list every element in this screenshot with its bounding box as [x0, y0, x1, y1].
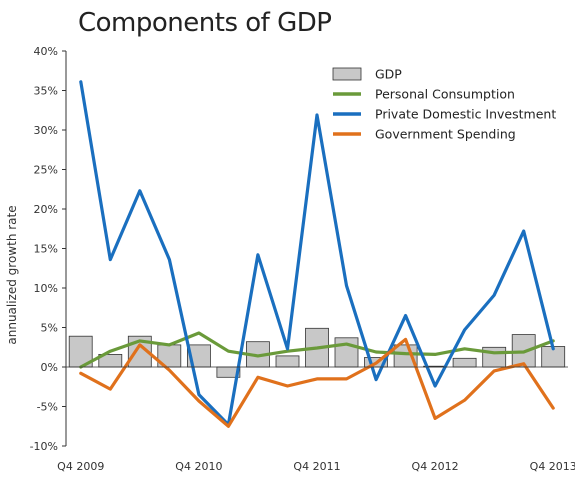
legend-label: Government Spending: [375, 127, 516, 142]
y-tick-label: 35%: [34, 85, 58, 98]
x-tick-label: Q4 2010: [175, 460, 222, 473]
gdp-bar: [452, 357, 477, 368]
y-tick-label: 0%: [41, 361, 58, 374]
y-tick-label: 40%: [34, 45, 58, 58]
y-tick-label: 5%: [41, 322, 58, 335]
y-tick-label: 10%: [34, 282, 58, 295]
y-tick-label: -10%: [30, 440, 58, 453]
gdp-bar: [334, 337, 359, 368]
y-tick-label: 15%: [34, 243, 58, 256]
y-tick-label: 25%: [34, 164, 58, 177]
x-tick-label: Q4 2013: [530, 460, 575, 473]
legend-label: Private Domestic Investment: [375, 107, 556, 122]
x-tick-label: Q4 2009: [57, 460, 104, 473]
x-tick-label: Q4 2011: [293, 460, 340, 473]
government-spending-line: [79, 337, 555, 428]
y-tick-label: 20%: [34, 203, 58, 216]
chart-title: Components of GDP: [78, 8, 332, 38]
legend-label: Personal Consumption: [375, 87, 515, 102]
legend: GDP Personal Consumption Private Domestic …: [332, 67, 556, 142]
x-tick-label: Q4 2012: [412, 460, 459, 473]
personal-consumption-line: [79, 331, 555, 369]
lines-layer: [79, 80, 555, 428]
axes-layer: -10% -5% 0% 5% 10% 15% 20% 25% 30% 35% 40% Q4 2009 Q…: [30, 45, 575, 473]
legend-label: GDP: [375, 67, 402, 82]
y-axis-label: annualized growth rate: [5, 205, 19, 344]
private-domestic-investment-line: [79, 80, 555, 427]
y-tick-label: 30%: [34, 124, 58, 137]
legend-swatch: [332, 67, 362, 81]
gdp-bar: [275, 355, 300, 368]
y-tick-label: -5%: [37, 401, 58, 414]
